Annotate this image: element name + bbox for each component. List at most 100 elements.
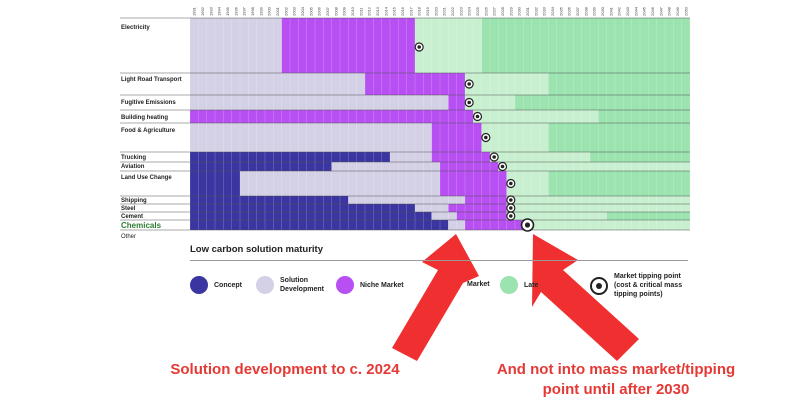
year-tick-label: 2001 xyxy=(275,6,280,16)
timeline-segment-mass_market xyxy=(465,73,549,95)
year-tick-label: 2013 xyxy=(375,6,380,16)
timeline-segment-solution_development xyxy=(415,204,449,212)
arrow-left xyxy=(392,234,479,361)
right-caption: And not into mass market/tipping point u… xyxy=(496,361,736,398)
legend-item-niche-market: Niche Market xyxy=(336,276,404,294)
year-tick-label: 2045 xyxy=(642,6,647,16)
sector-label: Steel xyxy=(121,206,136,212)
legend-item-solution-development: Solution Development xyxy=(256,276,330,294)
timeline-segment-mass_market xyxy=(506,196,690,204)
timeline-segment-mass_market xyxy=(481,123,549,152)
legend-item-late-majority: Late xyxy=(500,276,538,294)
year-tick-label: 2008 xyxy=(333,6,338,16)
year-tick-label: 2017 xyxy=(408,6,413,16)
year-tick-label: 2044 xyxy=(633,6,638,16)
legend-swatch-solution-development xyxy=(256,276,274,294)
sector-label: Aviation xyxy=(121,164,145,170)
year-tick-label: 1994 xyxy=(217,6,222,16)
timeline-segment-late_majority xyxy=(598,110,690,123)
sector-label: Food & Agriculture xyxy=(121,128,176,134)
year-tick-label: 2003 xyxy=(292,6,297,16)
timeline-segment-mass_market xyxy=(498,162,690,171)
timeline-segment-niche_market xyxy=(190,110,474,123)
tipping-point-marker xyxy=(489,152,499,162)
year-tick-label: 2048 xyxy=(667,6,672,16)
timeline-segment-solution_development xyxy=(431,212,457,220)
timeline-segment-solution_development xyxy=(348,196,465,204)
timeline-segment-late_majority xyxy=(481,18,690,73)
legend-label-niche-market: Niche Market xyxy=(360,281,404,289)
timeline-segment-solution_development xyxy=(390,152,432,162)
timeline-segment-mass_market xyxy=(523,220,690,230)
arrow-right xyxy=(532,234,639,361)
legend-label-solution-development: Solution Development xyxy=(280,277,324,293)
timeline-segment-late_majority xyxy=(548,123,690,152)
year-tick-label: 2050 xyxy=(683,6,688,16)
year-tick-label: 2042 xyxy=(617,6,622,16)
timeline-segment-solution_development xyxy=(190,73,365,95)
year-tick-label: 2020 xyxy=(433,6,438,16)
tipping-point-marker xyxy=(472,111,483,122)
tipping-point-marker xyxy=(506,203,516,213)
year-tick-label: 2031 xyxy=(525,6,530,16)
year-tick-label: 2040 xyxy=(600,6,605,16)
year-tick-label: 2035 xyxy=(558,6,563,16)
year-tick-label: 2014 xyxy=(383,6,388,16)
year-tick-label: 1999 xyxy=(258,6,263,16)
timeline-segment-niche_market xyxy=(440,171,507,196)
tipping-point-marker xyxy=(481,132,491,143)
year-tick-label: 2002 xyxy=(283,6,288,16)
year-tick-label: 2037 xyxy=(575,6,580,16)
sector-label: Chemicals xyxy=(121,221,162,230)
timeline-segment-niche_market xyxy=(365,73,465,95)
year-tick-label: 2007 xyxy=(325,6,330,16)
sector-label: Electricity xyxy=(121,25,150,31)
year-tick-label: 2033 xyxy=(542,6,547,16)
year-axis-labels: 1991 1992 1993 1994 1995 1996 1997 1998 1999 2000… xyxy=(192,6,689,16)
timeline-segment-late_majority xyxy=(515,95,690,110)
sector-label: Building heating xyxy=(121,115,168,121)
timeline-segment-niche_market xyxy=(456,212,507,220)
timeline-segment-solution_development xyxy=(190,18,282,73)
year-tick-label: 2015 xyxy=(392,6,397,16)
legend-label-tipping-point: Market tipping point (cost & critical ma… xyxy=(614,273,683,298)
year-tick-label: 2016 xyxy=(400,6,405,16)
year-tick-label: 2036 xyxy=(567,6,572,16)
timeline-segment-solution_development xyxy=(190,95,449,110)
tipping-point-marker xyxy=(464,97,474,108)
year-tick-label: 1992 xyxy=(200,6,205,16)
year-tick-label: 2004 xyxy=(300,6,305,16)
year-tick-label: 2023 xyxy=(458,6,463,16)
tipping-point-marker xyxy=(414,42,424,52)
timeline-segment-niche_market xyxy=(448,95,465,110)
year-tick-label: 2038 xyxy=(583,6,588,16)
annotation-arrows xyxy=(392,234,639,361)
legend-label-concept: Concept xyxy=(214,281,242,289)
timeline-segment-concept xyxy=(190,220,449,230)
year-tick-label: 2027 xyxy=(492,6,497,16)
year-tick-label: 1993 xyxy=(208,6,213,16)
legend-swatch-concept xyxy=(190,276,208,294)
year-tick-label: 2028 xyxy=(500,6,505,16)
timeline-segment-concept xyxy=(190,204,415,212)
sector-label: Shipping xyxy=(121,198,147,204)
year-tick-label: 2039 xyxy=(592,6,597,16)
timeline-segment-niche_market xyxy=(465,196,507,204)
row-separators xyxy=(120,17,690,231)
year-tick-label: 2030 xyxy=(517,6,522,16)
timeline-segment-concept xyxy=(190,196,349,204)
year-tick-label: 2047 xyxy=(658,6,663,16)
year-tick-label: 2018 xyxy=(417,6,422,16)
year-tick-label: 2043 xyxy=(625,6,630,16)
timeline-segment-solution_development xyxy=(448,220,465,230)
year-gridlines xyxy=(189,18,691,230)
year-tick-label: 2049 xyxy=(675,6,680,16)
legend-item-tipping-point: Market tipping point (cost & critical ma… xyxy=(590,272,694,299)
timeline-segment-mass_market xyxy=(473,110,599,123)
legend-label-late-majority: Late xyxy=(524,281,539,289)
tipping-point-marker xyxy=(506,178,516,189)
year-tick-label: 1991 xyxy=(192,6,197,16)
timeline-segment-late_majority xyxy=(590,152,690,162)
sector-label: Fugitive Emissions xyxy=(121,100,176,106)
